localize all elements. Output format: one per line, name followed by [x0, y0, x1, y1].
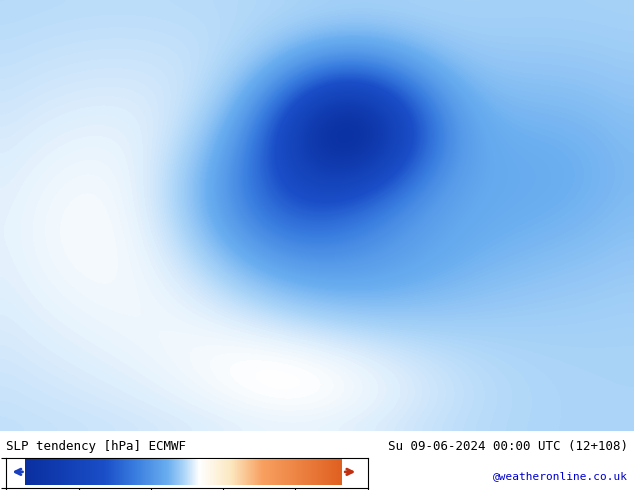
- Text: Su 09-06-2024 00:00 UTC (12+108): Su 09-06-2024 00:00 UTC (12+108): [387, 440, 628, 453]
- Text: SLP tendency [hPa] ECMWF: SLP tendency [hPa] ECMWF: [6, 440, 186, 453]
- Text: @weatheronline.co.uk: @weatheronline.co.uk: [493, 471, 628, 481]
